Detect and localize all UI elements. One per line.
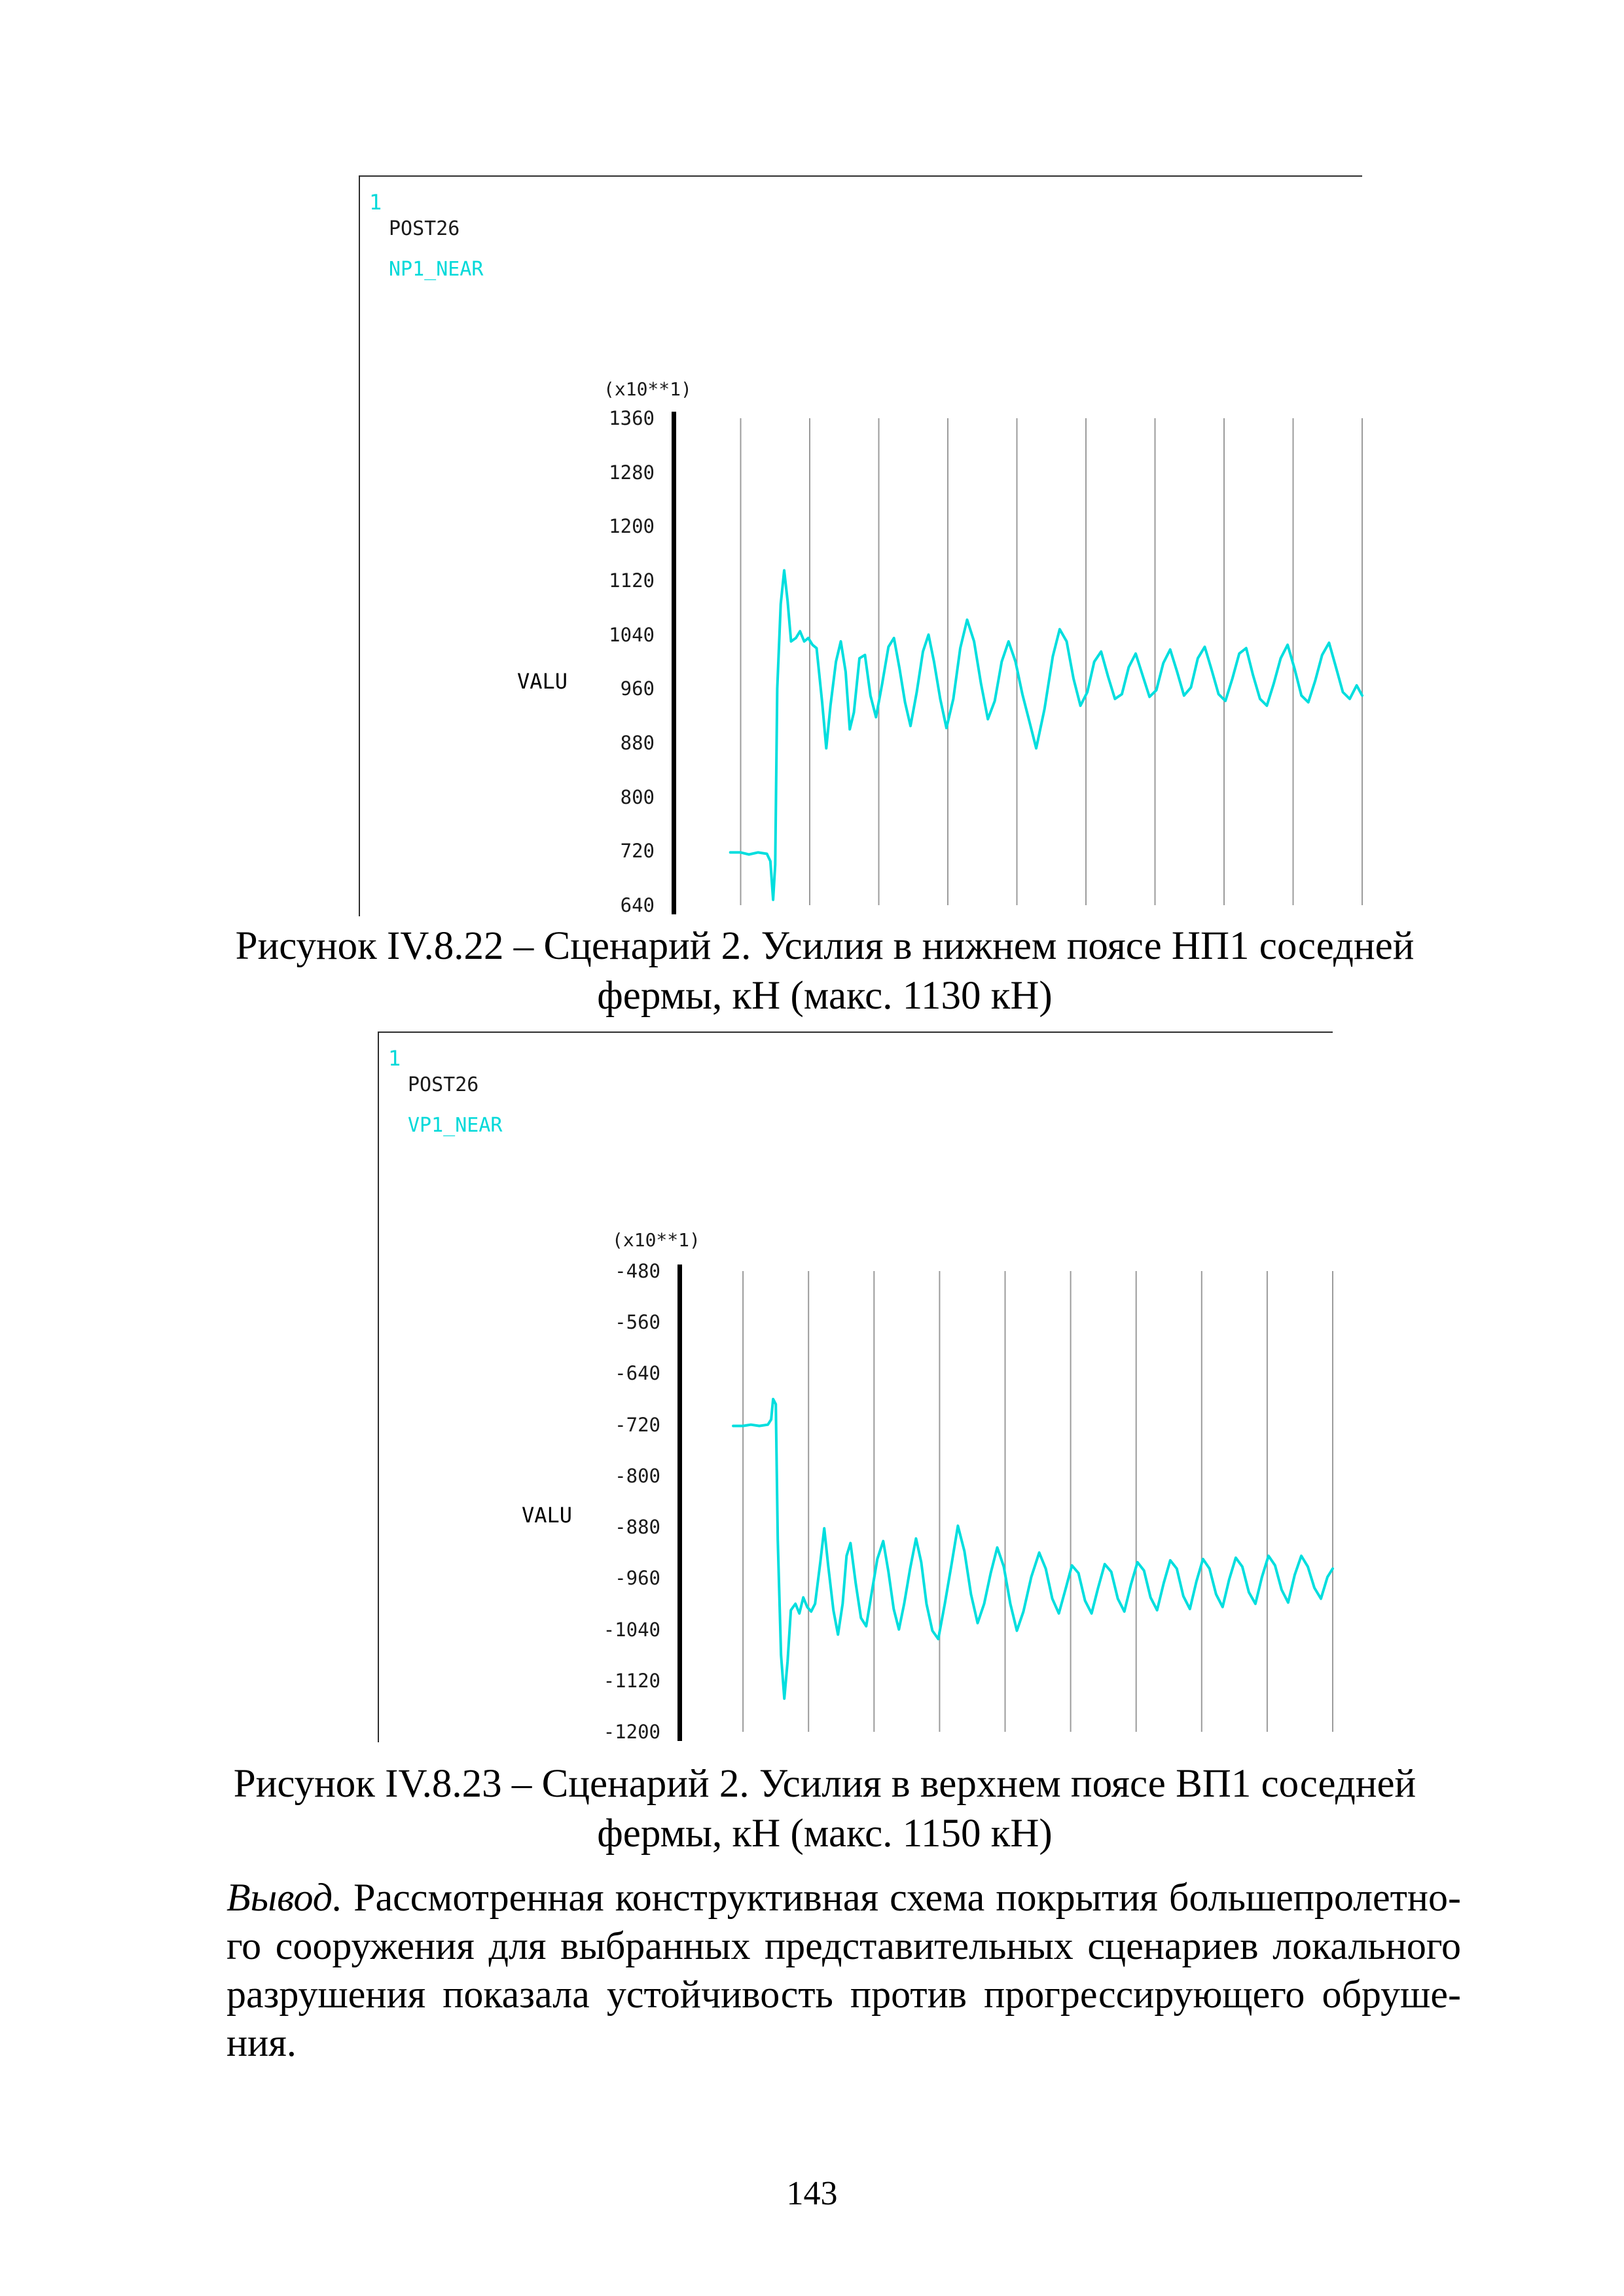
y-tick-label: 800 bbox=[620, 785, 655, 808]
conclusion-line: разрушения показала устойчивость против … bbox=[226, 1973, 1461, 2016]
conclusion-line: ния. bbox=[226, 2021, 297, 2064]
conclusion-lead: Вывод. bbox=[226, 1876, 343, 1919]
value-axis-label: VALU bbox=[522, 1503, 573, 1528]
y-tick-label: -880 bbox=[615, 1516, 660, 1539]
conclusion-paragraph: Вывод. Рассмотренная конструктивная схем… bbox=[226, 1873, 1461, 2067]
caption-line: Рисунок IV.8.22 – Сценарий 2. Усилия в н… bbox=[235, 924, 1415, 968]
y-tick-label: 1120 bbox=[609, 569, 655, 592]
conclusion-line: го сооружения для выбранных представител… bbox=[226, 1924, 1461, 1967]
page-number: 143 bbox=[786, 2175, 838, 2212]
line-chart-canvas bbox=[677, 1265, 1334, 1741]
value-axis-label: VALU bbox=[517, 669, 568, 694]
y-tick-label: 960 bbox=[620, 677, 655, 700]
line-chart-canvas bbox=[672, 412, 1363, 914]
y-tick-label: 1280 bbox=[609, 461, 655, 484]
y-tick-label: -480 bbox=[615, 1260, 660, 1282]
window-id-label: 1 bbox=[369, 190, 382, 215]
y-tick-label: -1200 bbox=[603, 1721, 660, 1743]
y-tick-label: 1200 bbox=[609, 515, 655, 538]
figure-caption-2: Рисунок IV.8.23 – Сценарий 2. Усилия в в… bbox=[196, 1759, 1453, 1859]
plot-area bbox=[677, 1265, 1334, 1741]
axis-multiplier-label: (x10**1) bbox=[612, 1229, 700, 1251]
y-tick-label: 720 bbox=[620, 840, 655, 863]
ansys-plot-window-2: 1 POST26 VP1_NEAR (x10**1) VALU -480 -560… bbox=[378, 1031, 1334, 1743]
series-name-label: NP1_NEAR bbox=[389, 258, 484, 281]
plot-area bbox=[672, 412, 1363, 914]
ansys-plot-window-1: 1 POST26 NP1_NEAR (x10**1) VALU 1360 1280… bbox=[359, 175, 1363, 916]
y-tick-label: -1040 bbox=[603, 1618, 660, 1641]
caption-line: Рисунок IV.8.23 – Сценарий 2. Усилия в в… bbox=[233, 1762, 1416, 1806]
program-label: POST26 bbox=[408, 1073, 479, 1096]
y-axis-tick-labels: 1360 1280 1200 1120 1040 960 880 800 720 640 bbox=[530, 407, 661, 916]
series-name-label: VP1_NEAR bbox=[408, 1114, 503, 1137]
program-label: POST26 bbox=[389, 217, 460, 240]
y-tick-label: -1120 bbox=[603, 1669, 660, 1692]
y-tick-label: 1040 bbox=[609, 623, 655, 646]
y-axis-tick-labels: -480 -560 -640 -720 -800 -880 -960 -1040 -1120 -1… bbox=[539, 1260, 667, 1743]
y-tick-label: 1360 bbox=[609, 407, 655, 429]
y-tick-label: 880 bbox=[620, 732, 655, 754]
y-tick-label: -560 bbox=[615, 1311, 660, 1334]
caption-line: фермы, кН (макс. 1130 кН) bbox=[597, 974, 1053, 1018]
axis-multiplier-label: (x10**1) bbox=[604, 378, 692, 400]
window-id-label: 1 bbox=[388, 1046, 401, 1071]
y-tick-label: -720 bbox=[615, 1413, 660, 1436]
caption-line: фермы, кН (макс. 1150 кН) bbox=[597, 1812, 1053, 1856]
conclusion-line: Вывод. Рассмотренная конструктивная схем… bbox=[226, 1876, 1461, 1919]
y-tick-label: 640 bbox=[620, 894, 655, 916]
y-tick-label: -800 bbox=[615, 1464, 660, 1487]
y-tick-label: -640 bbox=[615, 1362, 660, 1385]
y-tick-label: -960 bbox=[615, 1567, 660, 1590]
figure-caption-1: Рисунок IV.8.22 – Сценарий 2. Усилия в н… bbox=[196, 922, 1453, 1021]
